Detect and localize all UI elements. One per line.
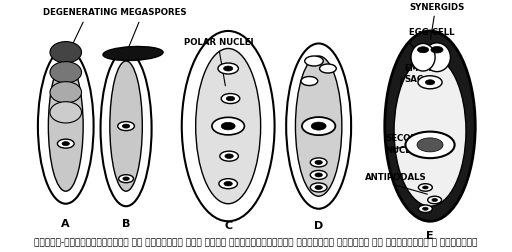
Text: C: C [224, 220, 232, 230]
Circle shape [422, 186, 428, 189]
Circle shape [219, 179, 238, 189]
Circle shape [418, 205, 432, 213]
Ellipse shape [295, 57, 342, 197]
Circle shape [305, 57, 323, 67]
Circle shape [315, 173, 323, 177]
Circle shape [431, 47, 443, 54]
Ellipse shape [50, 102, 81, 123]
Circle shape [428, 197, 442, 204]
Circle shape [223, 124, 232, 129]
Ellipse shape [196, 49, 261, 204]
Circle shape [432, 199, 437, 202]
Text: SECONDARY: SECONDARY [385, 134, 443, 143]
Ellipse shape [110, 62, 142, 192]
Circle shape [57, 140, 74, 148]
Circle shape [422, 207, 428, 210]
Ellipse shape [48, 62, 83, 192]
Text: NUCLEUS: NUCLEUS [385, 145, 430, 154]
Circle shape [122, 124, 130, 129]
Text: POLAR NUCLEI: POLAR NUCLEI [184, 38, 253, 47]
Circle shape [301, 77, 318, 86]
Circle shape [315, 161, 323, 165]
Text: E: E [426, 230, 434, 240]
Ellipse shape [103, 47, 163, 61]
Circle shape [224, 67, 233, 72]
Text: D: D [314, 220, 323, 230]
Text: A: A [61, 218, 70, 228]
Circle shape [218, 64, 239, 75]
Ellipse shape [50, 42, 81, 64]
Ellipse shape [423, 44, 451, 72]
Circle shape [310, 171, 327, 180]
Circle shape [220, 151, 239, 162]
Ellipse shape [182, 32, 274, 221]
Text: ANTIPODALS: ANTIPODALS [365, 173, 427, 181]
Circle shape [302, 118, 335, 136]
Circle shape [418, 76, 442, 89]
Ellipse shape [394, 57, 466, 206]
Ellipse shape [38, 49, 94, 204]
Circle shape [417, 48, 429, 53]
Text: EGG CELL: EGG CELL [409, 28, 455, 37]
Text: चित्र-गुरुबीजाणुओं का निर्माण तथा मादा युग्मकोद्भिद अर्थात् भूणकोष का परिवर्धन व: चित्र-गुरुबीजाणुओं का निर्माण तथा मादा य… [34, 238, 478, 247]
Ellipse shape [50, 82, 81, 104]
Circle shape [425, 80, 435, 85]
Circle shape [417, 138, 443, 152]
Ellipse shape [286, 44, 351, 209]
Circle shape [217, 121, 238, 132]
Ellipse shape [411, 44, 435, 72]
Circle shape [221, 94, 240, 104]
Text: EMBRYO: EMBRYO [404, 63, 444, 72]
Circle shape [319, 65, 336, 74]
Circle shape [224, 182, 232, 186]
Text: SAC: SAC [404, 75, 423, 83]
Circle shape [212, 118, 244, 135]
Circle shape [119, 175, 134, 183]
Circle shape [221, 123, 235, 130]
Circle shape [406, 132, 455, 159]
Circle shape [225, 154, 233, 159]
Text: DEGENERATING MEGASPORES: DEGENERATING MEGASPORES [42, 8, 186, 17]
Ellipse shape [100, 52, 152, 206]
Circle shape [118, 122, 135, 131]
Text: SYNERGIDS: SYNERGIDS [409, 3, 465, 12]
Circle shape [418, 184, 432, 192]
Circle shape [310, 183, 327, 192]
Ellipse shape [50, 62, 81, 84]
Circle shape [226, 97, 234, 101]
Circle shape [315, 186, 323, 190]
Circle shape [62, 142, 70, 146]
Ellipse shape [385, 32, 475, 221]
Circle shape [310, 158, 327, 167]
Circle shape [311, 123, 326, 131]
Circle shape [123, 177, 130, 181]
Text: B: B [122, 218, 130, 228]
